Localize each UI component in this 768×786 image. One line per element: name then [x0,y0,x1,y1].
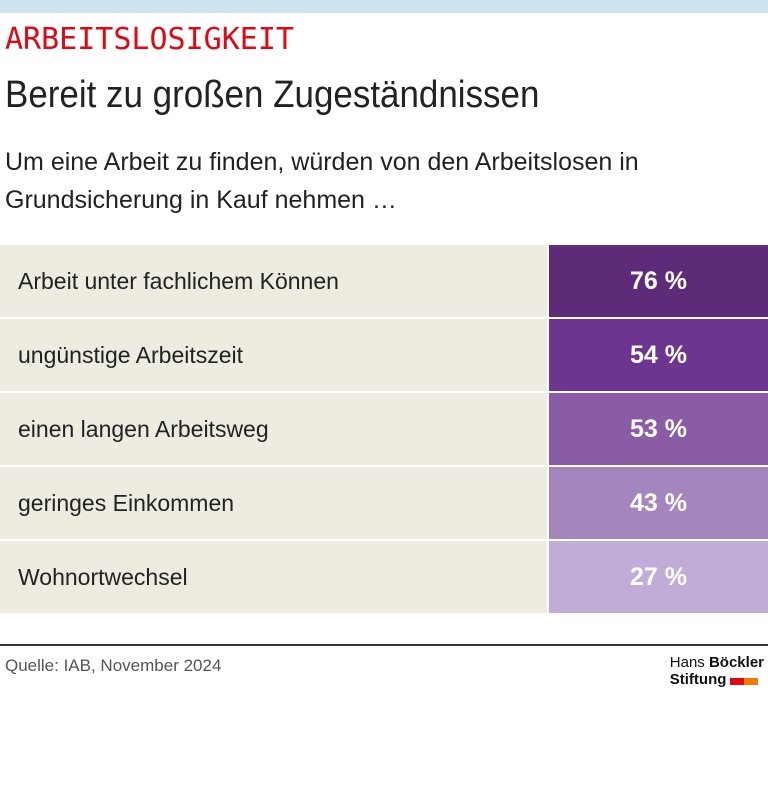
row-label: einen langen Arbeitsweg [0,393,547,465]
row-label: geringes Einkommen [0,467,547,539]
table-row: ungünstige Arbeitszeit 54 % [0,319,768,391]
row-label: Wohnortwechsel [0,541,547,613]
row-value: 76 % [549,245,768,317]
logo-text: Hans [669,654,705,671]
subtitle: Um eine Arbeit zu finden, würden von den… [5,148,639,214]
table-row: geringes Einkommen 43 % [0,467,768,539]
kicker: ARBEITSLOSIGKEIT [5,22,294,57]
row-value: 27 % [549,541,768,613]
logo-text: Böckler [708,654,764,671]
row-value: 53 % [549,393,768,465]
table-row: Wohnortwechsel 27 % [0,541,768,613]
row-value: 43 % [549,467,768,539]
logo-mark [730,672,759,689]
top-bar [0,0,768,13]
row-label: ungünstige Arbeitszeit [0,319,547,391]
logo: Hans Böckler Stiftung [670,654,764,689]
divider [0,644,768,646]
table-row: Arbeit unter fachlichem Können 76 % [0,245,768,317]
page-title: Bereit zu großen Zugeständnissen [5,74,540,116]
row-label: Arbeit unter fachlichem Können [0,245,547,317]
table-row: einen langen Arbeitsweg 53 % [0,393,768,465]
data-table: Arbeit unter fachlichem Können 76 % ungüns… [0,245,768,615]
row-value: 54 % [549,319,768,391]
logo-text: Stiftung [669,671,727,688]
source: Quelle: IAB, November 2024 [5,656,222,675]
